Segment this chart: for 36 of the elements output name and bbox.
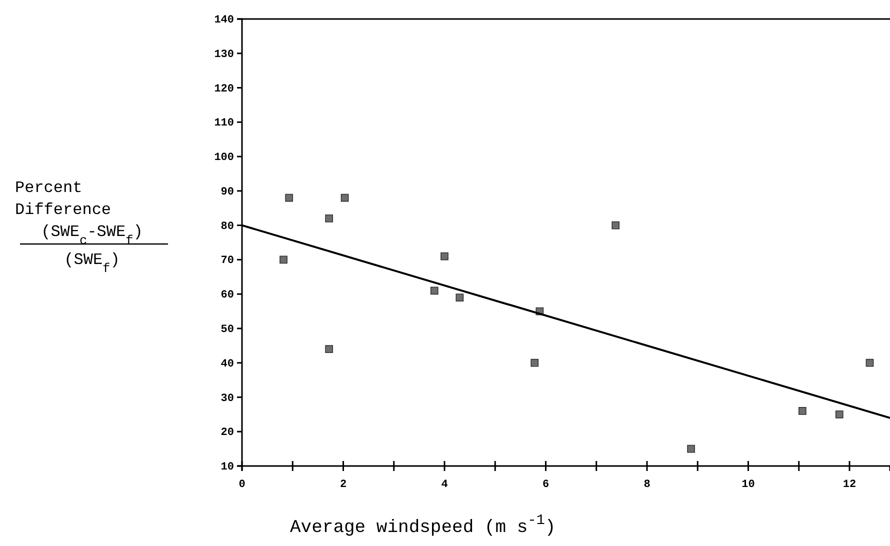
y-tick-label: 120 <box>214 83 234 96</box>
point <box>285 194 294 202</box>
point <box>866 358 874 367</box>
point <box>798 407 806 415</box>
y-tick-label: 70 <box>220 255 234 268</box>
point <box>612 221 620 230</box>
point <box>440 252 448 260</box>
y-tick-label: 50 <box>220 324 234 336</box>
point <box>325 214 334 222</box>
y-tick-label: 40 <box>220 358 234 370</box>
point <box>456 294 464 302</box>
x-tick-label: 6 <box>542 479 550 492</box>
y-tick-label: 100 <box>214 152 234 164</box>
point <box>687 444 695 453</box>
point <box>325 345 334 354</box>
point <box>530 358 539 367</box>
y-tick-label: 110 <box>214 118 234 130</box>
x-axis-title: Average windspeed (m s$^{-1}$) <box>290 513 556 538</box>
point <box>430 286 438 295</box>
y-tick-label: 90 <box>220 186 234 198</box>
y-tick-label: 140 <box>214 14 234 27</box>
point <box>280 256 288 264</box>
y-tick-label: 30 <box>220 392 234 405</box>
x-tick-label: 2 <box>340 479 347 492</box>
y-tick-label: 130 <box>214 48 234 61</box>
y-tick-label: 80 <box>220 220 234 233</box>
x-tick-label: 4 <box>441 479 448 492</box>
x-tick-label: 8 <box>644 479 651 492</box>
y-tick-label: 20 <box>220 427 234 440</box>
x-tick-label: 0 <box>238 479 246 492</box>
y-tick-label: 10 <box>220 462 234 474</box>
point <box>835 410 844 418</box>
y-tick-label: 60 <box>220 290 234 302</box>
point <box>340 194 349 202</box>
x-tick-label: 10 <box>742 479 755 492</box>
x-tick-label: 12 <box>842 479 856 492</box>
